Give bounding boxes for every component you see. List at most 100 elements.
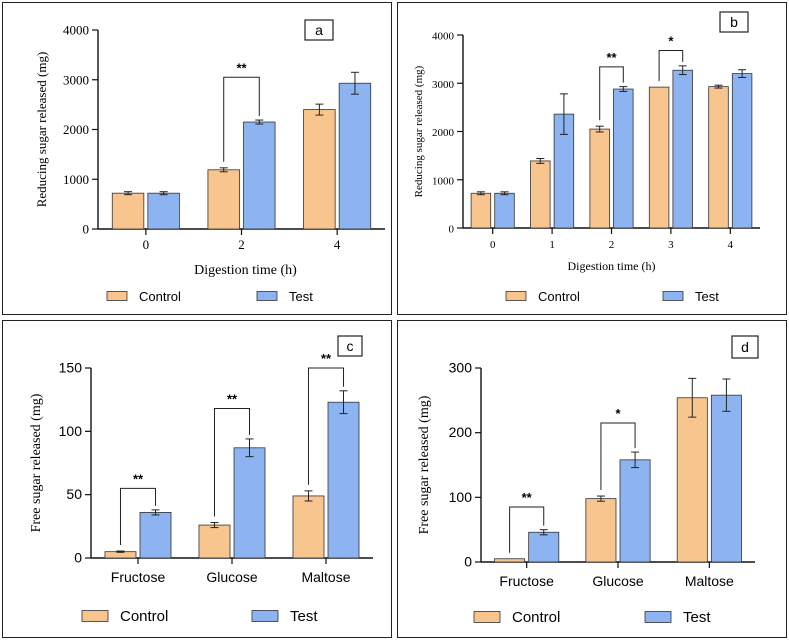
bar-control	[708, 86, 729, 229]
significance-label: *	[668, 33, 674, 48]
bar-control	[207, 169, 240, 230]
y-tick-label: 0	[449, 224, 455, 236]
y-tick-label: 2000	[63, 122, 89, 137]
bar-control	[111, 192, 145, 230]
significance-label: **	[606, 50, 617, 65]
legend-label-control: Control	[120, 608, 168, 625]
y-tick-label: 300	[449, 360, 473, 376]
significance-label: *	[615, 406, 621, 421]
x-tick-label: Maltose	[685, 573, 734, 589]
bar-control	[198, 524, 231, 559]
bar-test	[147, 192, 180, 230]
y-axis-title: Reducing sugar released (mg)	[34, 52, 49, 208]
bar-control	[585, 498, 617, 563]
significance-bracket	[600, 422, 636, 491]
significance-bracket	[658, 49, 684, 82]
bar-control	[676, 397, 708, 563]
x-tick-label: Glucose	[206, 569, 258, 585]
significance-bracket	[213, 408, 251, 517]
bar-test	[672, 69, 693, 229]
legend-swatch-test	[644, 611, 672, 623]
legend-label-control: Control	[512, 609, 560, 626]
x-axis-title: Digestion time (h)	[568, 259, 656, 273]
y-axis-title: Free sugar released (mg)	[29, 393, 44, 532]
y-tick-label: 150	[59, 360, 83, 376]
bar-test	[731, 73, 753, 229]
bar-control	[470, 192, 492, 229]
y-tick-label: 4000	[432, 31, 455, 43]
y-tick-label: 0	[83, 222, 90, 237]
significance-label: **	[236, 60, 247, 75]
panel-label-box	[337, 335, 363, 357]
legend-swatch-control	[106, 291, 128, 301]
y-tick-label: 1000	[432, 175, 455, 187]
y-tick-label: 2000	[432, 127, 455, 139]
x-tick-label: 2	[609, 239, 615, 251]
x-tick-label: 4	[334, 237, 341, 252]
x-tick-label: Maltose	[301, 569, 350, 585]
x-tick-label: 4	[728, 239, 734, 251]
x-tick-label: 2	[238, 237, 245, 252]
bar-test	[327, 401, 360, 559]
y-tick-label: 200	[449, 424, 473, 440]
y-tick-label: 100	[449, 489, 473, 505]
legend-swatch-control	[505, 291, 527, 301]
legend-label-test: Test	[289, 289, 313, 304]
legend-label-control: Control	[538, 289, 580, 304]
y-axis-title: Reducing sugar released (mg)	[413, 65, 425, 197]
x-axis-title: Digestion time (h)	[194, 263, 297, 278]
y-tick-label: 4000	[63, 23, 89, 38]
significance-bracket	[119, 487, 157, 546]
bar-test	[139, 512, 172, 559]
bar-control	[648, 86, 670, 229]
significance-bracket	[307, 367, 345, 485]
bar-test	[710, 394, 742, 563]
bar-test	[528, 531, 560, 563]
legend-swatch-test	[662, 291, 684, 301]
panel-label: d	[741, 339, 749, 355]
bar-control	[292, 495, 325, 559]
x-tick-label: 1	[549, 239, 555, 251]
panel-label: a	[315, 22, 323, 38]
significance-label: **	[133, 471, 144, 486]
significance-bracket	[599, 66, 624, 121]
y-tick-label: 0	[464, 554, 472, 570]
legend-label-test: Test	[695, 289, 719, 304]
bar-control	[303, 109, 336, 230]
bar-test	[243, 121, 276, 230]
bar-test	[619, 459, 651, 563]
legend-swatch-test	[256, 291, 278, 301]
legend-swatch-control	[81, 610, 109, 622]
panel-label-box	[304, 19, 334, 41]
legend-label-test: Test	[683, 609, 711, 626]
x-tick-label: Fructose	[499, 573, 554, 589]
panel-label-box	[719, 11, 749, 33]
y-tick-label: 3000	[432, 79, 455, 91]
x-tick-label: 0	[143, 237, 150, 252]
bar-test	[233, 447, 266, 559]
panel-label: b	[730, 14, 738, 30]
bar-test	[338, 82, 372, 230]
x-tick-label: Glucose	[592, 573, 644, 589]
x-tick-label: Fructose	[111, 569, 166, 585]
y-tick-label: 1000	[63, 172, 89, 187]
legend-label-test: Test	[290, 608, 318, 625]
significance-label: **	[321, 351, 332, 366]
x-tick-label: 0	[490, 239, 496, 251]
bar-test	[613, 88, 634, 229]
panel-c	[2, 320, 392, 638]
significance-bracket	[509, 506, 545, 553]
y-tick-label: 0	[74, 550, 82, 566]
legend-swatch-test	[251, 610, 279, 622]
x-tick-label: 3	[668, 239, 674, 251]
panel-label: c	[347, 338, 354, 354]
y-tick-label: 3000	[63, 72, 89, 87]
y-axis-title: Free sugar released (mg)	[417, 395, 432, 534]
significance-label: **	[227, 392, 238, 407]
bar-control	[589, 128, 610, 229]
panel-label-box	[731, 335, 759, 359]
bar-control	[494, 558, 526, 563]
y-tick-label: 50	[66, 486, 82, 502]
bar-control	[530, 160, 551, 229]
